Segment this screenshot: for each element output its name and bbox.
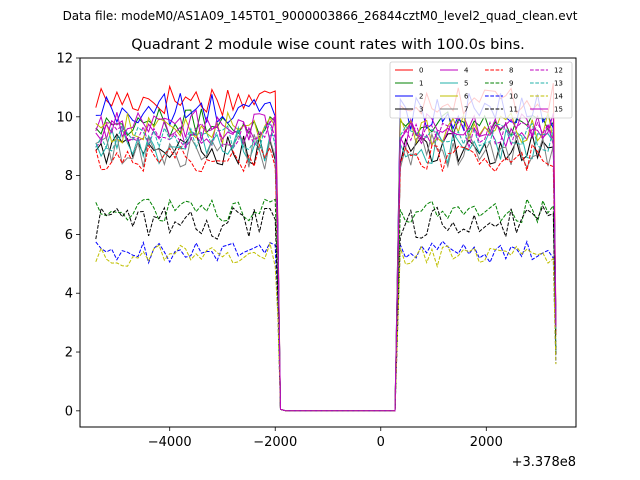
legend-label-13: 13 [554,80,563,88]
legend-label-8: 8 [509,67,513,75]
x-tick-label: 0 [377,435,385,450]
x-tick-label: 2000 [470,435,503,450]
legend-label-15: 15 [554,106,563,114]
y-tick-label: 2 [65,346,73,361]
legend-label-6: 6 [464,93,469,101]
x-tick-label: −2000 [253,435,297,450]
legend-label-7: 7 [464,106,468,114]
x-axis: −4000 −2000 0 2000 [148,427,503,450]
legend-label-4: 4 [464,67,469,75]
legend-label-10: 10 [509,93,518,101]
legend-label-9: 9 [509,80,513,88]
legend-label-0: 0 [419,67,423,75]
y-tick-label: 4 [65,287,73,302]
y-tick-label: 6 [65,228,73,243]
series-layer [95,83,557,412]
legend-label-14: 14 [554,93,563,101]
y-tick-label: 12 [56,52,73,67]
figure-suptitle: Data file: modeM0/AS1A09_145T01_90000038… [63,9,578,23]
legend-label-3: 3 [419,106,423,114]
axes-frame [79,57,577,428]
x-axis-offset-label: +3.378e8 [512,455,576,470]
series-line-9 [95,197,557,412]
legend-label-5: 5 [464,80,468,88]
y-tick-label: 10 [56,110,73,125]
y-axis: 0 2 4 6 8 10 12 [56,52,80,419]
series-line-12 [95,120,557,412]
legend-label-12: 12 [554,67,563,75]
series-line-15 [95,109,557,412]
chart-title: Quadrant 2 module wise count rates with … [131,37,525,53]
x-tick-label: −4000 [148,435,192,450]
legend-frame [389,61,573,119]
y-tick-label: 8 [65,169,73,184]
legend-label-2: 2 [419,93,423,101]
legend-label-1: 1 [419,80,423,88]
y-tick-label: 0 [65,404,73,419]
legend-label-11: 11 [509,106,518,114]
